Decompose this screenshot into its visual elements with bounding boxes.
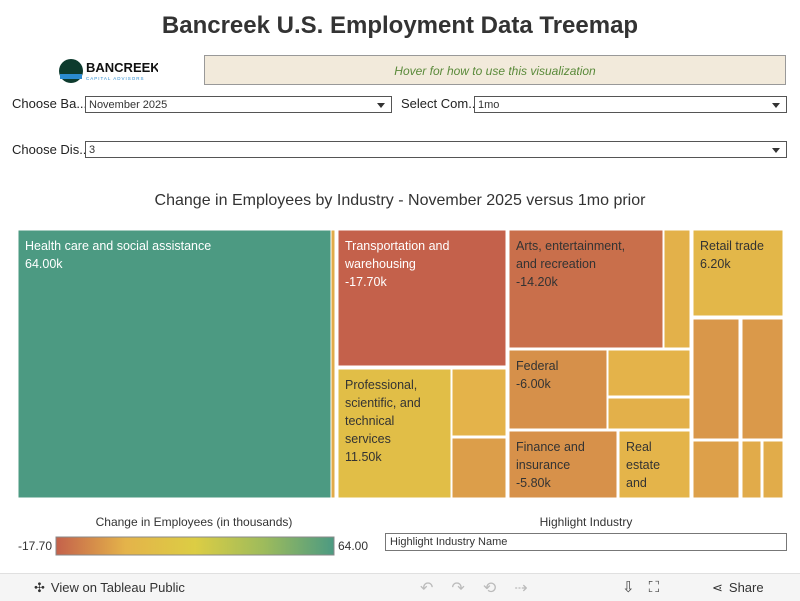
treemap-tile (762, 440, 784, 499)
treemap-tile (337, 229, 507, 367)
treemap-tile (607, 349, 691, 397)
treemap-tile (17, 229, 332, 499)
tile-value-label: -6.00k (516, 377, 551, 391)
chart: Change in Employees by Industry - Novemb… (17, 192, 784, 556)
tile-value-label: -14.20k (516, 275, 558, 289)
tile-value-label: 11.50k (345, 450, 382, 464)
undo-redo-icons[interactable]: ↶↷⟲⇢ (420, 580, 546, 597)
logo: BANCREEK CAPITAL ADVISORS (59, 59, 158, 83)
tile-label: Retail trade (700, 239, 764, 253)
filter-label: Choose Dis... (12, 142, 91, 157)
chart-title: Change in Employees by Industry - Novemb… (155, 192, 647, 209)
tile-label-line: estate (626, 458, 660, 472)
tile-label-line: Real (626, 440, 652, 454)
tile-value-label: 64.00k (25, 257, 63, 271)
tile-label-line: and (626, 476, 647, 490)
toolbar: ✣ View on Tableau Public ↶↷⟲⇢ ⇩⛶ ⋖ Share (0, 573, 800, 601)
treemap-tile (692, 229, 784, 317)
view-on-public[interactable]: ✣ View on Tableau Public (34, 580, 185, 595)
tile-label: Professional, scientific, and technical ser… (345, 378, 421, 446)
tile-label-line: services (345, 432, 391, 446)
tile-value-label: -5.80k (516, 476, 551, 490)
treemap-tile (330, 229, 336, 499)
tile-label: Finance and insurance (516, 440, 585, 472)
tile-label-line: Retail trade (700, 239, 764, 253)
treemap-tile (451, 368, 507, 437)
logo-tagline: CAPITAL ADVISORS (86, 76, 145, 81)
tile-label-line: Arts, entertainment, (516, 239, 625, 253)
share[interactable]: ⋖ Share (712, 580, 764, 595)
tile-label: Health care and social assistance (25, 239, 211, 253)
legend-tick-label: 64.00 (338, 539, 368, 553)
filter-label: Select Com... (401, 96, 480, 111)
legend-title: Change in Employees (in thousands) (96, 515, 293, 529)
tile-label-line: Transportation and (345, 239, 450, 253)
tile-label-line: scientific, and (345, 396, 421, 410)
treemap-tile (508, 229, 664, 349)
treemap-tile (692, 440, 740, 499)
tile-label-line: Health care and social assistance (25, 239, 211, 253)
tile-label-line: Professional, (345, 378, 417, 392)
tile-label-line: Finance and (516, 440, 585, 454)
filter-dropdown[interactable]: 3 (85, 141, 787, 158)
treemap-tile (508, 349, 608, 430)
share-text[interactable]: Share (728, 580, 764, 595)
legend-gradient (55, 536, 335, 556)
hover-hint[interactable]: Hover for how to use this visualization (204, 55, 786, 85)
page-title: Bancreek U.S. Employment Data Treemap (161, 12, 639, 39)
download-fullscreen-icons[interactable]: ⇩⛶ (622, 579, 674, 596)
tile-label: Transportation and warehousing (344, 239, 450, 271)
treemap-tile (451, 437, 507, 499)
tile-label: Arts, entertainment, and recreation (516, 239, 625, 271)
highlight-label: Highlight Industry (540, 515, 633, 529)
tile-label: Real estate and (626, 440, 660, 490)
tile-value-label: -17.70k (345, 275, 387, 289)
treemap-tile (741, 440, 762, 499)
treemap-tile (607, 397, 691, 430)
filter-label: Choose Ba... (12, 96, 88, 111)
treemap-tile (741, 318, 784, 440)
tile-label-line: warehousing (344, 257, 416, 271)
treemap-tile (618, 430, 691, 499)
filter-dropdown[interactable]: 1mo (474, 96, 787, 113)
legend-tick-label: -17.70 (18, 539, 52, 553)
highlight-input[interactable]: Highlight Industry Name (385, 533, 787, 551)
tile-label-line: technical (345, 414, 394, 428)
tile-label-line: Federal (516, 359, 558, 373)
tile-label-line: insurance (516, 458, 570, 472)
logo-water (60, 74, 82, 79)
view-on-public-text[interactable]: View on Tableau Public (50, 580, 185, 595)
tile-label-line: and recreation (516, 257, 596, 271)
treemap-tile (337, 368, 452, 499)
treemap-tile (663, 229, 691, 349)
treemap-tile (508, 430, 618, 499)
filter-dropdown[interactable]: November 2025 (85, 96, 392, 113)
tile-value-label: 6.20k (700, 257, 731, 271)
logo-name: BANCREEK (86, 60, 158, 75)
treemap-tile (692, 318, 740, 440)
logo-icon (59, 59, 83, 83)
tile-label: Federal (516, 359, 558, 373)
